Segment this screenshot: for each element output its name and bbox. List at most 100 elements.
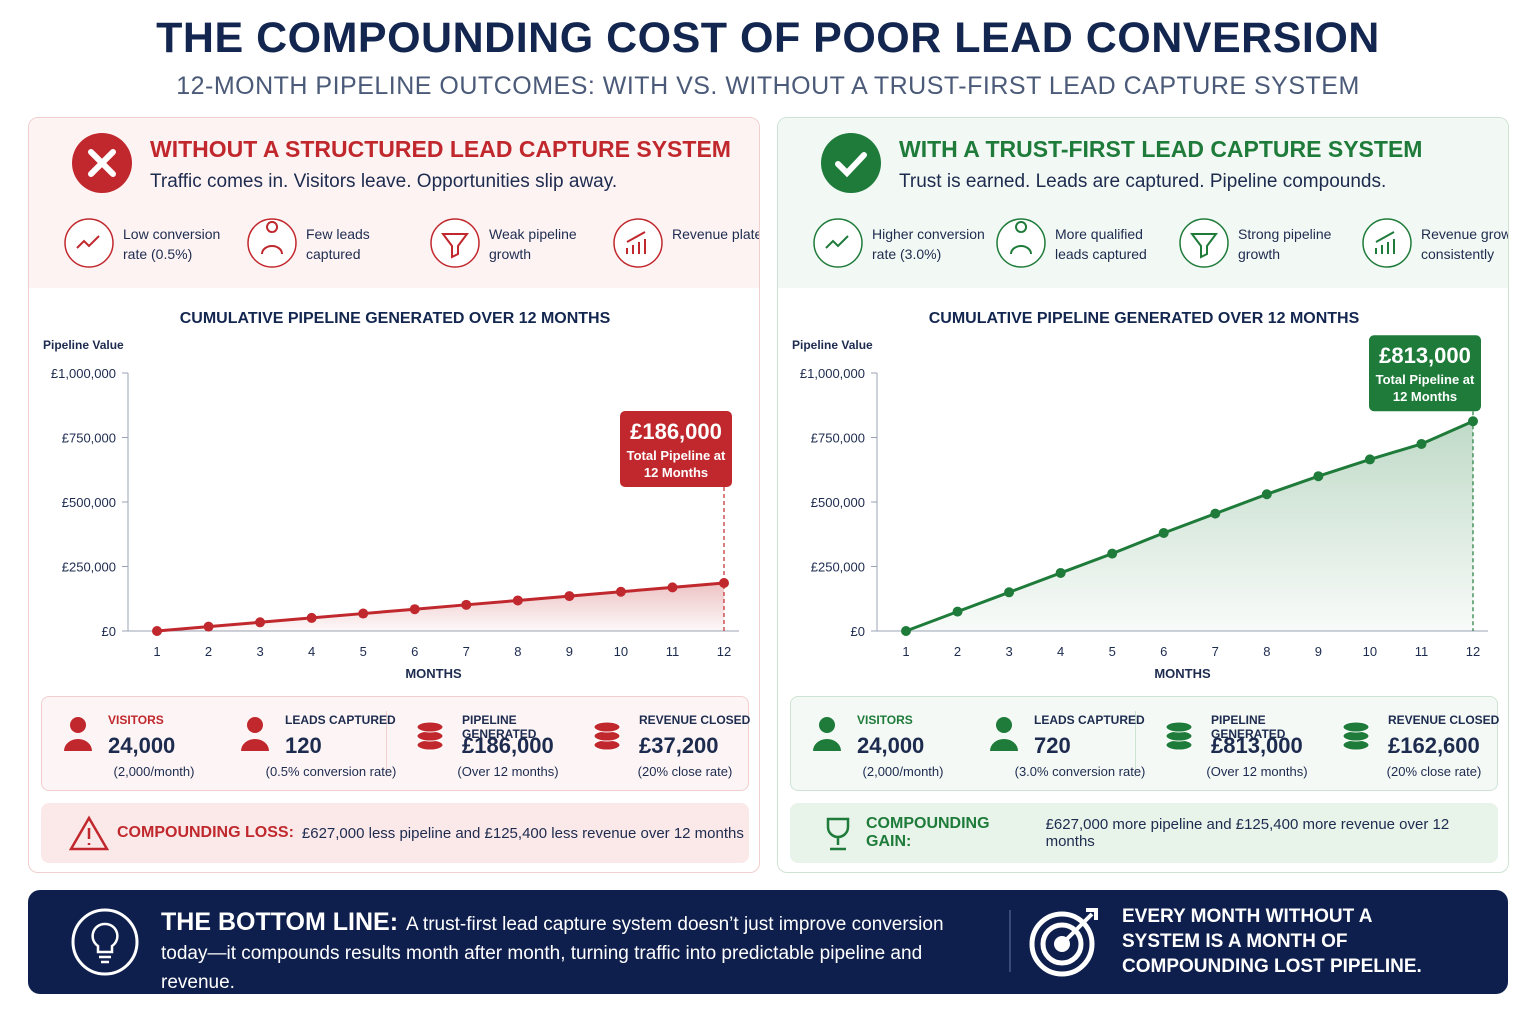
line (156, 581, 725, 633)
status-glyph (88, 149, 116, 177)
callout-text-wrap: Total Pipeline at 12 Months (1376, 372, 1475, 404)
y-tick-label: £250,000 (811, 560, 865, 575)
summary-label: COMPOUNDING LOSS: (117, 824, 294, 841)
bottom-callout: EVERY MONTH WITHOUT A SYSTEM IS A MONTH … (1122, 906, 1422, 977)
x-tick-label: 7 (463, 644, 470, 659)
feature-glyph (626, 231, 646, 254)
stat-note: (2,000/month) (113, 764, 195, 779)
point (719, 578, 729, 589)
y-tick-label: £750,000 (811, 431, 865, 446)
line (905, 419, 1474, 633)
summary-text: £627,000 less pipeline and £125,400 less… (301, 824, 744, 842)
stat-note: (20% close rate) (637, 764, 733, 779)
y-tick-label: £750,000 (62, 431, 116, 446)
y-tick-label: £1,000,000 (51, 366, 116, 381)
stat-note: (Over 12 months) (457, 764, 559, 779)
x-tick-label: 5 (1109, 644, 1116, 659)
point (1261, 489, 1272, 500)
summary-box: COMPOUNDING GAIN: £627,000 more pipeline … (790, 803, 1498, 863)
stat-label: VISITORS (857, 713, 913, 727)
bottom-text: A trust-first lead capture system doesn’… (161, 914, 944, 993)
x-tick-label: 9 (1315, 644, 1322, 659)
status-circle (821, 133, 881, 193)
x-tick-label: 1 (153, 644, 160, 659)
stat-icon (813, 717, 841, 751)
point (1158, 527, 1169, 538)
stat-icon (1342, 721, 1370, 751)
point (409, 604, 420, 615)
feature: Higher conversion rate (3.0%) (812, 218, 992, 268)
feature-label: Higher conversion rate (3.0%) (872, 226, 985, 262)
point (952, 606, 963, 617)
stat: VISITORS 24,000 (2,000/month) (799, 697, 976, 792)
summary-glyph (826, 817, 850, 851)
point (615, 586, 626, 597)
stat-value: £813,000 (1211, 733, 1303, 758)
point (1313, 471, 1324, 482)
chart-title: CUMULATIVE PIPELINE GENERATED OVER 12 MO… (929, 310, 1360, 327)
feature-label: Revenue plateaus (672, 226, 759, 242)
x-tick-label: 6 (411, 644, 418, 659)
stat-value: 24,000 (108, 733, 176, 758)
stat: PIPELINE GENERATED £186,000 (Over 12 month… (404, 697, 581, 792)
x-tick-label: 1 (902, 644, 909, 659)
stat-value: 720 (1034, 733, 1071, 758)
x-tick-label: 2 (205, 644, 212, 659)
stat-glyph (593, 721, 621, 733)
y-tick-label: £250,000 (62, 560, 116, 575)
feature-glyph (1375, 231, 1395, 254)
point (1107, 548, 1118, 559)
stat-label: LEADS CAPTURED (285, 713, 396, 727)
stat-label: REVENUE CLOSED (1388, 713, 1500, 727)
feature: Revenue grows consistently (1361, 218, 1508, 268)
feature-glyph (76, 235, 100, 249)
panel-tagline: Trust is earned. Leads are captured. Pip… (899, 171, 1387, 192)
x-tick-label: 10 (614, 644, 628, 659)
stat: VISITORS 24,000 (2,000/month) (50, 697, 227, 792)
stat-note: (0.5% conversion rate) (265, 764, 397, 779)
point (1416, 438, 1427, 449)
stat-note: (3.0% conversion rate) (1014, 764, 1146, 779)
status-icon (821, 133, 881, 193)
stats-box: VISITORS 24,000 (2,000/month) LEADS CAPTURE… (41, 696, 750, 792)
panel: WITH A TRUST-FIRST LEAD CAPTURE SYSTEM Tr… (777, 117, 1509, 873)
stat-value: £186,000 (462, 733, 554, 758)
callout-box (620, 411, 732, 487)
stat-value: £162,600 (1388, 733, 1480, 758)
page-subtitle: 12-MONTH PIPELINE OUTCOMES: WITH VS. WIT… (176, 72, 1360, 100)
callout-value: £186,000 (630, 419, 722, 444)
feature-circle (247, 218, 297, 268)
point (203, 621, 214, 632)
summary-icon (69, 815, 109, 851)
x-tick-label: 2 (954, 644, 961, 659)
feature-circle (996, 218, 1046, 268)
stat-note: (Over 12 months) (1206, 764, 1308, 779)
stats-divider (1135, 711, 1136, 777)
stat-glyph (813, 739, 841, 751)
stat: REVENUE CLOSED £162,600 (20% close rate) (1330, 697, 1507, 792)
chart: CUMULATIVE PIPELINE GENERATED OVER 12 MO… (43, 310, 739, 681)
stat: LEADS CAPTURED 720 (3.0% conversion rate) (976, 697, 1153, 792)
stat-glyph (819, 717, 835, 733)
stat-note: (2,000/month) (862, 764, 944, 779)
stat: LEADS CAPTURED 120 (0.5% conversion rate) (227, 697, 404, 792)
feature-icon (613, 218, 663, 268)
feature-circle (1179, 218, 1229, 268)
summary-text: £627,000 more pipeline and £125,400 more… (1045, 816, 1450, 850)
point (564, 591, 575, 602)
stat-glyph (64, 739, 92, 751)
x-axis-label: MONTHS (405, 666, 462, 681)
stat: REVENUE CLOSED £37,200 (20% close rate) (581, 697, 758, 792)
stat-icon (1165, 721, 1193, 751)
point (512, 595, 523, 606)
feature-icon (813, 218, 863, 268)
y-tick-label: £1,000,000 (800, 366, 865, 381)
status-glyph (835, 152, 867, 178)
feature-label: Weak pipeline growth (489, 226, 577, 262)
stat-glyph (241, 739, 269, 751)
point (1210, 508, 1221, 519)
stat: PIPELINE GENERATED £813,000 (Over 12 month… (1153, 697, 1330, 792)
chart-title: CUMULATIVE PIPELINE GENERATED OVER 12 MO… (180, 310, 611, 327)
point (255, 617, 266, 628)
